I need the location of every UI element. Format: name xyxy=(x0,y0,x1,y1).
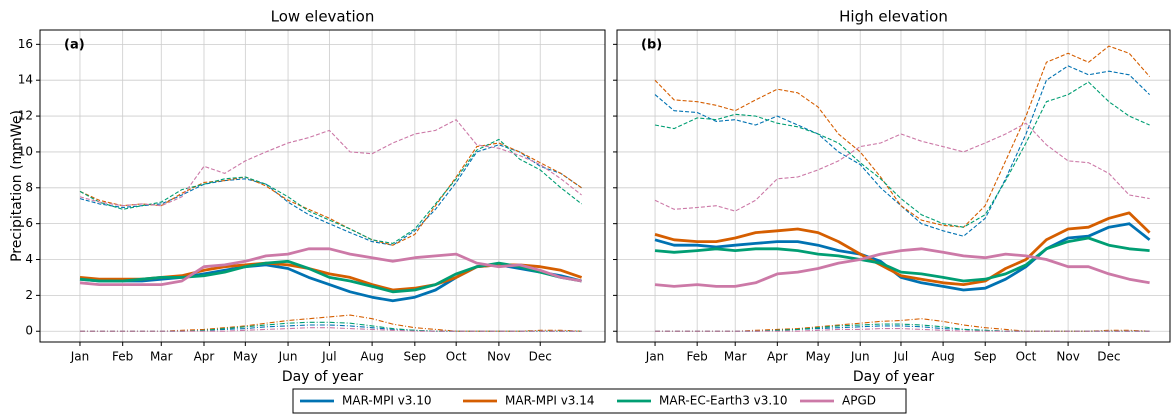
series-line xyxy=(80,327,582,332)
y-tick-label: 6 xyxy=(25,216,33,230)
x-tick-label: Nov xyxy=(487,350,510,364)
series-line xyxy=(654,45,1151,228)
series-line xyxy=(654,65,1150,237)
legend-label: MAR-MPI v3.14 xyxy=(505,394,595,408)
x-tick-label: Apr xyxy=(767,350,788,364)
x-tick-label: Oct xyxy=(1016,350,1037,364)
series-line xyxy=(79,138,582,244)
plot-frame xyxy=(616,29,1171,343)
series-line xyxy=(655,323,1150,332)
series-line xyxy=(654,222,1151,292)
y-tick-label: 12 xyxy=(18,109,33,123)
series-line xyxy=(79,259,582,294)
series-line xyxy=(655,318,1150,332)
x-tick-label: Jan xyxy=(645,350,665,364)
panel-title: High elevation xyxy=(839,8,948,26)
series-line xyxy=(654,247,1150,288)
series-line xyxy=(79,142,582,246)
series-line xyxy=(654,236,1150,283)
x-tick-label: May xyxy=(233,350,258,364)
x-tick-label: Sep xyxy=(974,350,997,364)
y-tick-label: 0 xyxy=(25,324,33,338)
x-tick-label: Jul xyxy=(321,350,336,364)
panel-title: Low elevation xyxy=(271,8,375,26)
x-tick-label: Aug xyxy=(931,350,954,364)
series-line xyxy=(654,81,1150,228)
x-tick-label: May xyxy=(806,350,831,364)
x-tick-label: Apr xyxy=(194,350,215,364)
panel-label: (a) xyxy=(64,38,85,53)
x-tick-label: Dec xyxy=(529,350,552,364)
y-tick-label: 14 xyxy=(18,73,33,87)
x-tick-label: Mar xyxy=(724,350,747,364)
series-line xyxy=(80,321,582,332)
series-line xyxy=(79,247,582,286)
x-tick-label: Oct xyxy=(446,350,467,364)
x-tick-label: Jun xyxy=(278,350,298,364)
x-tick-label: Dec xyxy=(1097,350,1120,364)
y-tick-label: 2 xyxy=(25,288,33,302)
y-tick-label: 10 xyxy=(18,144,33,158)
x-tick-label: Aug xyxy=(360,350,383,364)
series-line xyxy=(80,314,582,332)
series-line xyxy=(79,144,582,246)
x-tick-label: Jan xyxy=(70,350,90,364)
y-tick-label: 4 xyxy=(25,252,33,266)
x-axis-label: Day of year xyxy=(282,369,364,385)
y-tick-label: 8 xyxy=(25,180,33,194)
y-tick-label: 16 xyxy=(18,37,33,51)
x-tick-label: Jul xyxy=(893,350,908,364)
series-line xyxy=(655,328,1150,332)
x-tick-label: Feb xyxy=(112,350,133,364)
legend-label: MAR-EC-Earth3 v3.10 xyxy=(659,394,787,408)
panel-label: (b) xyxy=(641,38,662,53)
legend-label: APGD xyxy=(842,394,876,408)
series-line xyxy=(79,119,582,207)
y-axis-label: Precipitation (mmWe) xyxy=(9,110,25,262)
x-tick-label: Feb xyxy=(687,350,708,364)
x-axis-label: Day of year xyxy=(853,369,935,385)
x-tick-label: Jun xyxy=(850,350,870,364)
x-tick-label: Mar xyxy=(150,350,173,364)
series-line xyxy=(654,211,1151,286)
legend-label: MAR-MPI v3.10 xyxy=(342,394,432,408)
series-line xyxy=(654,122,1150,212)
x-tick-label: Nov xyxy=(1056,350,1079,364)
plot-frame xyxy=(39,29,606,343)
x-tick-label: Sep xyxy=(404,350,427,364)
